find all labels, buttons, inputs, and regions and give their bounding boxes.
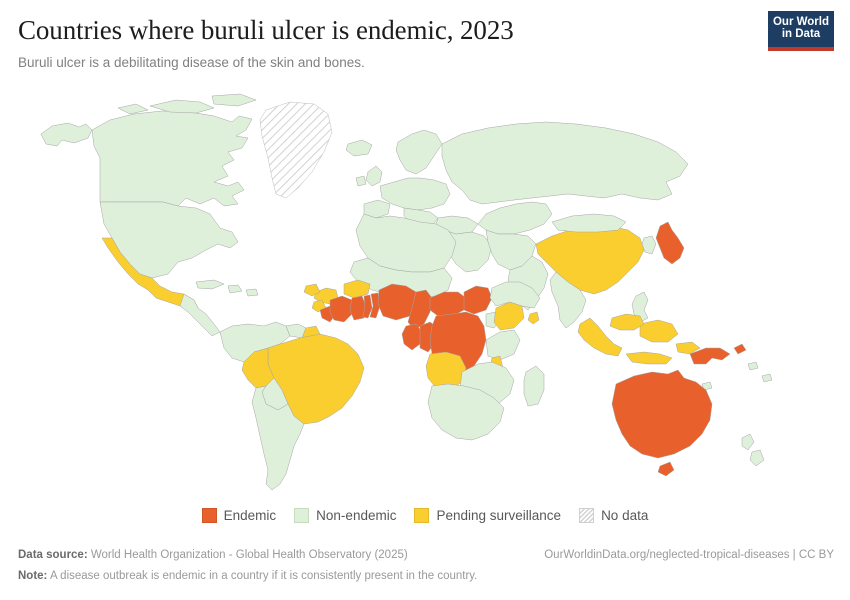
legend-swatch-pending-surveillance bbox=[414, 508, 430, 523]
footer-note-label: Note: bbox=[18, 570, 48, 582]
country-northern-south-america[interactable] bbox=[219, 321, 291, 363]
legend-item-endemic[interactable]: Endemic bbox=[201, 508, 277, 523]
country-russia[interactable] bbox=[441, 121, 689, 205]
page-title: Countries where buruli ulcer is endemic,… bbox=[18, 15, 514, 45]
country-central-america[interactable] bbox=[179, 293, 221, 337]
country-alaska[interactable] bbox=[40, 122, 93, 147]
legend-label-no-data: No data bbox=[601, 508, 649, 523]
country-southeast-asia[interactable] bbox=[549, 271, 587, 329]
country-cameroon[interactable] bbox=[407, 289, 433, 331]
country-new-zealand[interactable] bbox=[741, 433, 765, 467]
country-southern-cone[interactable] bbox=[251, 385, 305, 491]
logo-line-1: Our World bbox=[772, 16, 829, 29]
data-source: Data source: World Health Organization -… bbox=[18, 547, 408, 564]
country-greenland[interactable] bbox=[259, 101, 333, 199]
country-united-states[interactable] bbox=[99, 201, 239, 279]
country-iceland[interactable] bbox=[345, 139, 373, 157]
country-scandinavia[interactable] bbox=[395, 129, 443, 175]
legend-item-pending-surveillance[interactable]: Pending surveillance bbox=[414, 508, 561, 523]
country-papua-new-guinea[interactable] bbox=[689, 347, 731, 365]
country-canada[interactable] bbox=[91, 110, 253, 207]
chart-footer: Data source: World Health Organization -… bbox=[18, 547, 834, 585]
owid-link[interactable]: OurWorldinData.org/neglected-tropical-di… bbox=[544, 549, 834, 561]
country-kenya[interactable] bbox=[493, 301, 525, 331]
country-caribbean[interactable] bbox=[195, 279, 259, 297]
country-australia[interactable] bbox=[611, 369, 713, 477]
country-malaysia[interactable] bbox=[609, 313, 645, 331]
legend-swatch-no-data bbox=[579, 508, 595, 523]
country-gabon[interactable] bbox=[401, 323, 423, 351]
country-sri-lanka[interactable] bbox=[527, 311, 540, 325]
country-central-african-republic[interactable] bbox=[429, 291, 467, 317]
country-central-asia[interactable] bbox=[477, 201, 553, 235]
country-indonesia[interactable] bbox=[577, 317, 701, 365]
page-subtitle: Buruli ulcer is a debilitating disease o… bbox=[18, 55, 365, 70]
country-united-kingdom[interactable] bbox=[355, 165, 383, 187]
legend-label-non-endemic: Non-endemic bbox=[316, 508, 397, 523]
country-korea[interactable] bbox=[641, 235, 657, 255]
country-mongolia[interactable] bbox=[551, 213, 627, 233]
country-horn-of-africa[interactable] bbox=[489, 281, 541, 309]
legend-label-pending-surveillance: Pending surveillance bbox=[436, 508, 562, 523]
legend-item-no-data[interactable]: No data bbox=[579, 508, 648, 523]
country-guinea-bissau[interactable] bbox=[303, 283, 321, 297]
footer-note: Note: A disease outbreak is endemic in a… bbox=[18, 568, 834, 585]
country-canada-arctic[interactable] bbox=[117, 93, 257, 115]
map-legend: Endemic Non-endemic Pending surveillance… bbox=[0, 508, 850, 523]
world-map[interactable] bbox=[0, 86, 850, 501]
country-benin[interactable] bbox=[369, 292, 381, 319]
country-togo[interactable] bbox=[362, 294, 373, 319]
data-source-text: World Health Organization - Global Healt… bbox=[90, 549, 408, 561]
country-ghana[interactable] bbox=[349, 295, 367, 321]
owid-logo[interactable]: Our World in Data bbox=[768, 11, 834, 51]
country-japan[interactable] bbox=[655, 221, 685, 265]
logo-line-2: in Data bbox=[781, 28, 821, 40]
country-western-europe[interactable] bbox=[379, 177, 451, 211]
country-tanzania[interactable] bbox=[485, 329, 521, 361]
legend-swatch-endemic bbox=[201, 508, 217, 523]
legend-label-endemic: Endemic bbox=[223, 508, 277, 523]
legend-item-non-endemic[interactable]: Non-endemic bbox=[294, 508, 396, 523]
country-ivory-coast[interactable] bbox=[329, 295, 353, 323]
country-solomon-islands[interactable] bbox=[733, 343, 747, 355]
data-source-label: Data source: bbox=[18, 549, 88, 561]
country-south-africa[interactable] bbox=[427, 383, 505, 441]
footer-note-text: A disease outbreak is endemic in a count… bbox=[49, 570, 478, 582]
country-north-africa[interactable] bbox=[355, 213, 457, 273]
country-south-sudan[interactable] bbox=[463, 285, 493, 315]
country-madagascar[interactable] bbox=[523, 365, 545, 407]
legend-swatch-non-endemic bbox=[294, 508, 310, 523]
country-philippines[interactable] bbox=[631, 291, 649, 323]
country-burkina-faso[interactable] bbox=[343, 279, 371, 299]
chart-header: Countries where buruli ulcer is endemic,… bbox=[18, 14, 832, 72]
islands-pacific[interactable] bbox=[701, 361, 773, 391]
